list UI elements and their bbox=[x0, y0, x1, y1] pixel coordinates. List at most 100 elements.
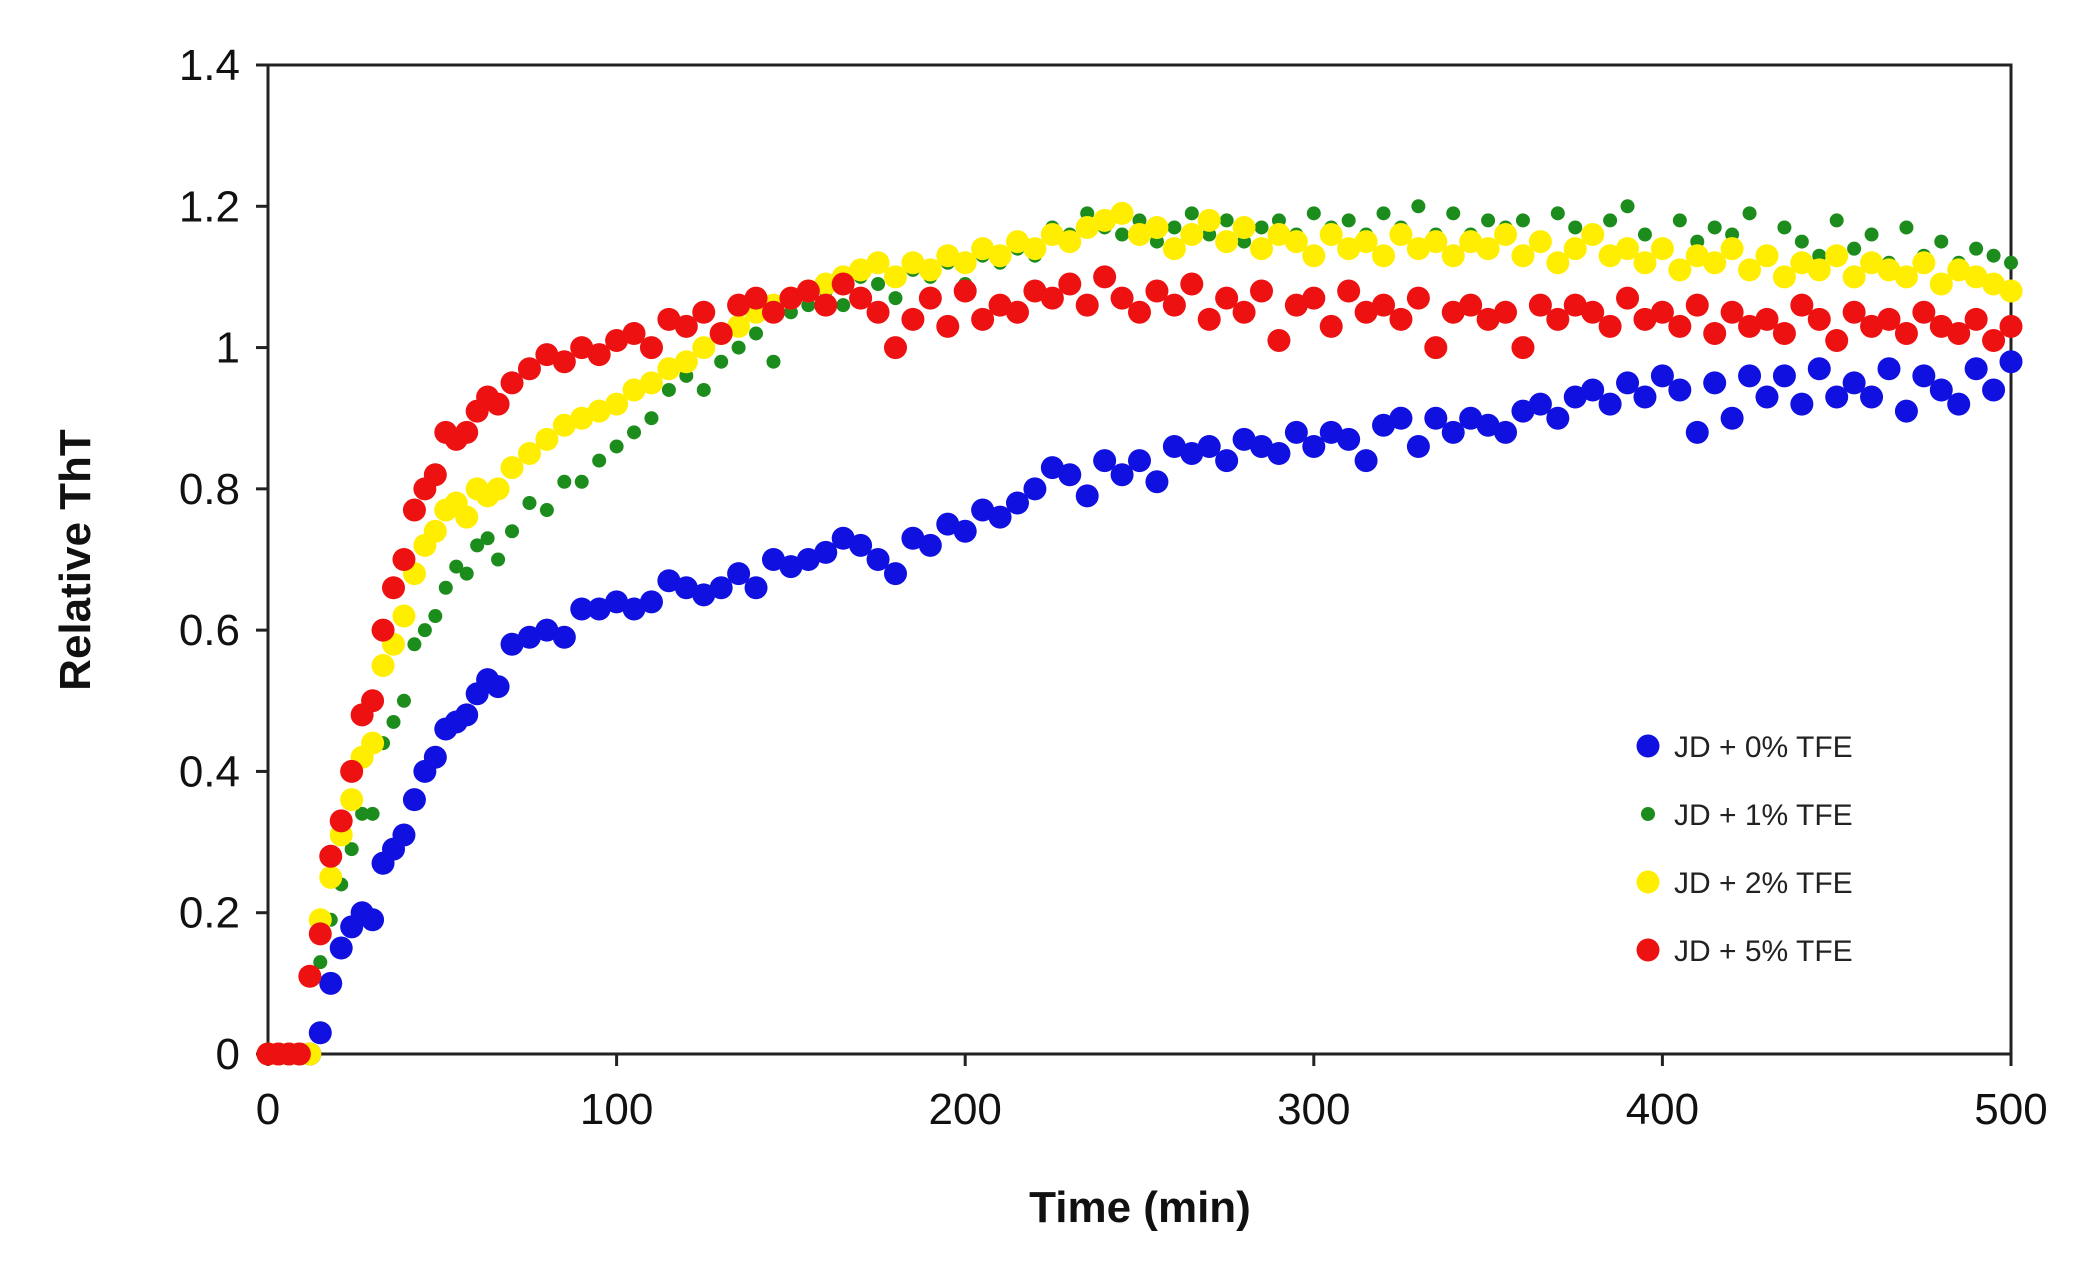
data-point bbox=[1742, 206, 1757, 221]
data-point bbox=[361, 908, 385, 932]
data-point bbox=[319, 865, 343, 889]
data-point bbox=[1947, 392, 1971, 416]
series-1 bbox=[256, 350, 2023, 1066]
data-point bbox=[1842, 371, 1866, 395]
data-point bbox=[1912, 300, 1936, 324]
legend-marker bbox=[1641, 807, 1655, 821]
data-point bbox=[766, 354, 781, 369]
data-point bbox=[1894, 399, 1918, 423]
data-point bbox=[1337, 279, 1361, 303]
data-point bbox=[1511, 399, 1535, 423]
data-point bbox=[1319, 420, 1343, 444]
x-axis: 0 100 200 300 400 500 bbox=[256, 1054, 2048, 1134]
data-point bbox=[1162, 237, 1186, 261]
data-point bbox=[1219, 213, 1234, 228]
data-point bbox=[319, 844, 343, 868]
data-point bbox=[1738, 258, 1762, 282]
data-point bbox=[1110, 286, 1134, 310]
data-point bbox=[1899, 220, 1914, 235]
data-point bbox=[1476, 413, 1500, 437]
data-point bbox=[1494, 300, 1518, 324]
data-point bbox=[1982, 272, 2006, 296]
data-point bbox=[644, 411, 659, 426]
data-point bbox=[796, 548, 820, 571]
data-point bbox=[831, 272, 855, 296]
data-point bbox=[392, 548, 416, 571]
data-point bbox=[592, 453, 607, 468]
data-point bbox=[371, 618, 395, 642]
legend: JD + 0% TFE JD + 1% TFE JD + 2% TFE JD + 5%… bbox=[1636, 731, 1853, 968]
data-point bbox=[1058, 272, 1082, 296]
x-tick-label: 300 bbox=[1277, 1085, 1350, 1134]
data-point bbox=[1550, 206, 1565, 221]
legend-label: JD + 5% TFE bbox=[1674, 935, 1853, 968]
data-point bbox=[1650, 364, 1674, 388]
data-point bbox=[849, 533, 873, 557]
y-tick-label: 0.8 bbox=[179, 465, 240, 514]
y-axis: 0 0.2 0.4 0.6 0.8 1 1.2 1.4 bbox=[179, 41, 268, 1079]
data-point bbox=[953, 279, 977, 303]
data-point bbox=[883, 265, 907, 289]
data-point bbox=[814, 540, 838, 564]
data-point bbox=[355, 806, 370, 821]
data-point bbox=[1807, 357, 1831, 381]
data-point bbox=[779, 286, 803, 310]
data-point bbox=[1877, 307, 1901, 331]
y-tick-label: 0.4 bbox=[179, 747, 240, 796]
data-point bbox=[1180, 442, 1204, 466]
data-point bbox=[866, 251, 890, 275]
data-point bbox=[1023, 477, 1047, 501]
data-point bbox=[1302, 434, 1326, 458]
data-point bbox=[1215, 230, 1239, 254]
data-point bbox=[517, 357, 541, 381]
data-point bbox=[402, 788, 426, 812]
y-tick-label: 1.2 bbox=[179, 182, 240, 231]
data-point bbox=[423, 463, 447, 487]
data-point bbox=[1372, 413, 1396, 437]
data-point bbox=[1197, 208, 1221, 232]
data-point bbox=[1685, 420, 1709, 444]
data-point bbox=[1877, 357, 1901, 381]
data-point bbox=[539, 503, 554, 518]
data-point bbox=[674, 576, 698, 600]
data-point bbox=[1389, 307, 1413, 331]
series-4 bbox=[256, 265, 2023, 1066]
data-point bbox=[883, 562, 907, 586]
data-point bbox=[1145, 215, 1169, 239]
legend-label: JD + 2% TFE bbox=[1674, 867, 1853, 900]
data-point bbox=[1215, 449, 1239, 473]
data-point bbox=[1568, 220, 1583, 235]
data-series bbox=[256, 199, 2023, 1066]
data-point bbox=[1023, 279, 1047, 303]
data-point bbox=[1184, 206, 1199, 221]
data-point bbox=[1982, 329, 2006, 353]
data-point bbox=[731, 340, 746, 355]
data-point bbox=[744, 576, 768, 600]
data-point bbox=[570, 597, 594, 621]
data-point bbox=[627, 425, 642, 440]
data-point bbox=[1389, 406, 1413, 430]
data-point bbox=[714, 354, 729, 369]
data-point bbox=[535, 618, 559, 642]
data-point bbox=[319, 971, 343, 995]
data-point bbox=[570, 336, 594, 360]
data-point bbox=[1319, 314, 1343, 338]
data-point bbox=[936, 244, 960, 268]
data-point bbox=[1481, 213, 1496, 228]
data-point bbox=[1232, 427, 1256, 451]
data-point bbox=[1197, 434, 1221, 458]
legend-marker bbox=[1636, 870, 1660, 894]
data-point bbox=[1912, 364, 1936, 388]
data-point bbox=[696, 382, 711, 397]
data-point bbox=[1476, 307, 1500, 331]
data-point bbox=[1633, 385, 1657, 409]
data-point bbox=[491, 552, 506, 567]
data-point bbox=[727, 562, 751, 586]
data-point bbox=[749, 326, 764, 341]
data-point bbox=[1603, 213, 1618, 228]
data-point bbox=[849, 258, 873, 282]
data-point bbox=[1772, 321, 1796, 345]
data-point bbox=[605, 392, 629, 416]
data-point bbox=[1964, 357, 1988, 381]
